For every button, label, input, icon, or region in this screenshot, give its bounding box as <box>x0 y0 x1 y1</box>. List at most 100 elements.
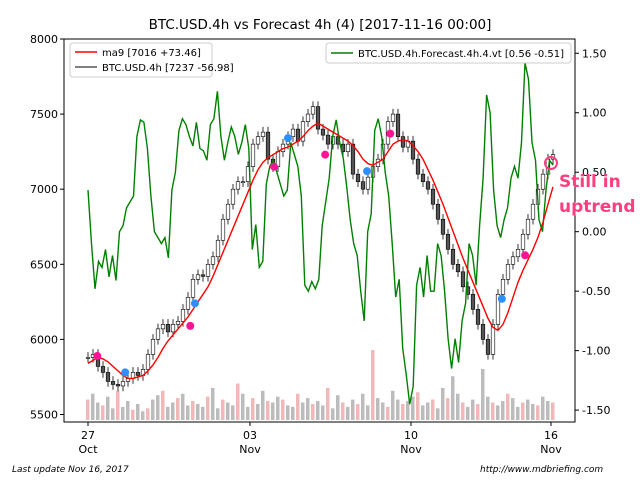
volume-bar <box>241 393 245 420</box>
legend-right: BTC.USD.4h.Forecast.4h.4.vt [0.56 -0.51] <box>325 42 572 64</box>
candle-body <box>325 134 331 145</box>
candle-body <box>520 233 526 250</box>
candle-body <box>100 366 106 373</box>
right-y-tick-label: 1.50 <box>582 47 607 60</box>
signal-dot-blue <box>121 368 130 377</box>
candle-body <box>175 321 181 325</box>
candle-body <box>265 131 271 160</box>
volume-bar <box>436 408 440 420</box>
candle-body <box>235 181 241 190</box>
volume-bar <box>256 403 260 420</box>
candle-body <box>440 218 446 235</box>
candle-body <box>320 128 326 136</box>
volume-bar <box>146 408 150 420</box>
volume-bar <box>441 387 445 420</box>
volume-bar <box>401 403 405 420</box>
volume-bar <box>226 402 230 420</box>
volume-bar <box>406 401 410 420</box>
volume-bar <box>351 399 355 420</box>
volume-bar <box>156 395 160 420</box>
candle-body <box>355 173 361 182</box>
legend-ma9-label: ma9 [7016 +73.46] <box>102 48 201 59</box>
volume-bar <box>191 401 195 420</box>
volume-bar <box>141 411 145 420</box>
volume-bar <box>531 403 535 420</box>
volume-bar <box>161 390 165 420</box>
candle-body <box>365 176 371 190</box>
left-y-axis: 5500 6000 6500 7000 7500 8000 <box>30 33 64 421</box>
candle-body <box>240 181 246 183</box>
volume-bar <box>396 399 400 420</box>
volume-bar <box>206 396 210 420</box>
volume-bar <box>276 396 280 420</box>
left-y-tick-label: 5500 <box>30 408 58 421</box>
x-tick-sublabel: Nov <box>540 443 562 456</box>
candle-body <box>180 309 186 322</box>
right-y-tick-label: 0.00 <box>582 226 607 239</box>
candle-body <box>315 106 321 130</box>
candle-body <box>210 256 216 265</box>
volume-bar <box>421 405 425 420</box>
candle-body <box>420 173 426 182</box>
volume-bar <box>526 399 530 420</box>
signal-dot-pink <box>521 251 530 260</box>
signal-dot-blue <box>283 134 292 143</box>
volume-bar <box>361 393 365 420</box>
volume-bar <box>91 393 95 420</box>
volume-bar <box>331 408 335 420</box>
volume-bar <box>246 406 250 420</box>
candle-body <box>115 384 121 387</box>
uptrend-highlight-circle <box>544 156 558 170</box>
candle-body <box>105 372 111 382</box>
candle-body <box>395 113 401 137</box>
x-tick-label: 27 <box>81 429 95 442</box>
volume-bar <box>376 398 380 420</box>
candle-body <box>290 128 296 137</box>
volume-bar <box>101 405 105 420</box>
volume-bar <box>431 399 435 420</box>
right-y-tick-label: 0.50 <box>582 166 607 179</box>
volume-bar <box>506 393 510 420</box>
volume-bar <box>456 393 460 420</box>
candle-body <box>525 218 531 235</box>
volume-bar <box>286 405 290 420</box>
candle-body <box>495 294 501 325</box>
candle-body <box>195 274 201 280</box>
volume-bar <box>266 401 270 420</box>
volume-bar <box>211 387 215 420</box>
signal-dot-pink <box>270 162 278 171</box>
forecast-series-line <box>87 62 554 405</box>
volume-bar <box>216 408 220 420</box>
candle-body <box>485 339 491 355</box>
volume-bar <box>176 398 180 420</box>
volume-bar <box>131 409 135 420</box>
candle-body <box>200 274 206 277</box>
volume-bar <box>491 402 495 420</box>
footer-source-url: http://www.mdbriefing.com <box>480 465 603 475</box>
candle-body <box>490 324 496 355</box>
volume-bar <box>186 405 190 420</box>
signal-dot-blue <box>363 167 371 176</box>
right-y-tick-label: -1.00 <box>582 345 610 358</box>
candle-body <box>155 328 161 340</box>
candle-body <box>505 263 511 280</box>
candle-body <box>480 324 486 340</box>
volume-bar <box>521 402 525 420</box>
volume-bar <box>296 393 300 420</box>
volume-bar <box>306 398 310 420</box>
volume-bar <box>151 399 155 420</box>
volume-bar <box>481 368 485 420</box>
volume-bar <box>196 403 200 420</box>
candle-body <box>150 339 156 355</box>
candle-body <box>305 113 311 122</box>
candle-body <box>85 357 91 359</box>
x-tick-sublabel: Oct <box>78 443 98 456</box>
legend-left: ma9 [7016 +73.46] BTC.USD.4h [7237 -56.9… <box>69 42 234 78</box>
volume-bar <box>486 396 490 420</box>
volume-bar <box>511 398 515 420</box>
candle-body <box>300 121 306 142</box>
candle-body <box>450 248 456 265</box>
candle-body <box>460 271 466 288</box>
signal-dot-blue <box>497 294 506 303</box>
x-tick-label: 16 <box>544 429 558 442</box>
